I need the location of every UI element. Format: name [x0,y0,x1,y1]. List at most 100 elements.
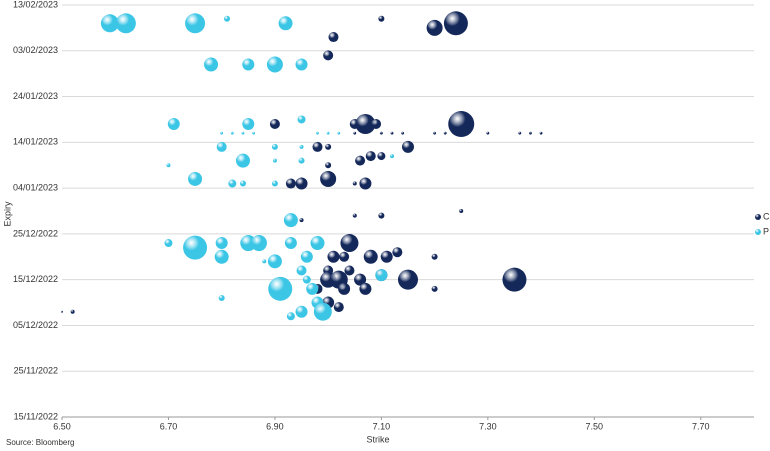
bubble [333,302,344,313]
y-tick-label: 24/01/2023 [13,91,58,101]
bubble [188,171,203,186]
bubble [269,119,280,130]
bubble [299,218,304,223]
bubble [352,181,357,186]
bubble [183,235,208,260]
bubble [230,131,234,135]
x-tick-label: 7.70 [692,421,710,431]
legend-marker [755,214,761,220]
bubble [278,16,293,31]
bubble [164,239,173,248]
bubble [267,254,282,269]
bubble [355,155,366,166]
x-tick-label: 6.70 [160,421,178,431]
bubble [443,11,468,36]
bubble [271,143,278,150]
bubble [306,282,319,295]
x-tick-label: 7.50 [586,421,604,431]
bubble [379,131,383,135]
y-tick-label: 15/12/2022 [13,274,58,284]
bubble [380,250,393,263]
bubble [340,234,359,253]
bubble [250,235,267,252]
y-tick-label: 03/02/2023 [13,45,58,55]
bubble [392,247,403,258]
bubble [297,115,306,124]
legend-marker [755,229,761,235]
bubble [448,111,475,138]
bubble [300,250,313,263]
bubble [459,209,464,213]
bubble [431,253,438,260]
bubble [359,282,372,295]
bubble [338,282,351,295]
bubble [242,118,255,131]
y-tick-label: 25/12/2022 [13,228,58,238]
bubble [353,131,357,135]
bubble [298,157,305,164]
bubble [316,131,319,135]
bubble [401,131,405,135]
bubble [365,151,376,162]
bubble [284,237,297,250]
bubble [518,131,522,135]
bubble [241,131,245,135]
source: Source: Bloomberg [6,438,74,447]
bubble [272,158,277,163]
bubble [352,213,357,218]
bubble [271,180,278,187]
bubble [295,177,308,190]
bubble [363,249,378,264]
bubble [328,32,339,43]
bubble [239,180,246,187]
bubble [266,56,283,73]
bubble [285,178,296,189]
bubble [214,249,229,264]
bubble [167,118,180,131]
bubble [325,162,332,169]
legend-label: C [763,211,770,221]
bubble [529,131,532,135]
y-tick-label: 14/01/2023 [13,137,58,147]
bubble [235,153,250,168]
bubble [228,179,237,188]
x-tick-label: 7.10 [373,421,391,431]
bubble [252,131,256,135]
x-tick-label: 7.30 [479,421,497,431]
bubble [320,170,337,187]
bubble [166,163,171,168]
bubble [355,114,376,135]
bubble [302,275,311,284]
bubble [390,131,394,135]
x-tick-label: 6.50 [53,421,71,431]
bubble [378,15,385,22]
bubble [433,131,437,135]
y-tick-label: 25/11/2022 [14,366,58,376]
bubble [325,143,332,150]
bubble [216,141,227,152]
bubble [61,310,63,313]
bubble [312,141,323,152]
bubble [218,294,225,301]
bubble [377,152,386,161]
bubble [286,312,295,321]
bubble [359,177,372,190]
bubble [299,144,304,149]
bubble [398,269,418,290]
bubble [431,285,438,292]
bubble [295,305,308,318]
legend-label: P [763,226,769,236]
bubble [378,212,385,219]
bubble [344,265,355,276]
x-tick-label: 6.90 [266,421,284,431]
y-tick-label: 05/12/2022 [13,320,58,330]
bubble [115,13,136,34]
bubble [402,140,414,153]
bubble [283,213,298,228]
bubble [337,131,341,135]
bubble [100,14,119,33]
bubble [371,119,382,130]
bubble [215,237,228,250]
bubble [313,302,332,321]
